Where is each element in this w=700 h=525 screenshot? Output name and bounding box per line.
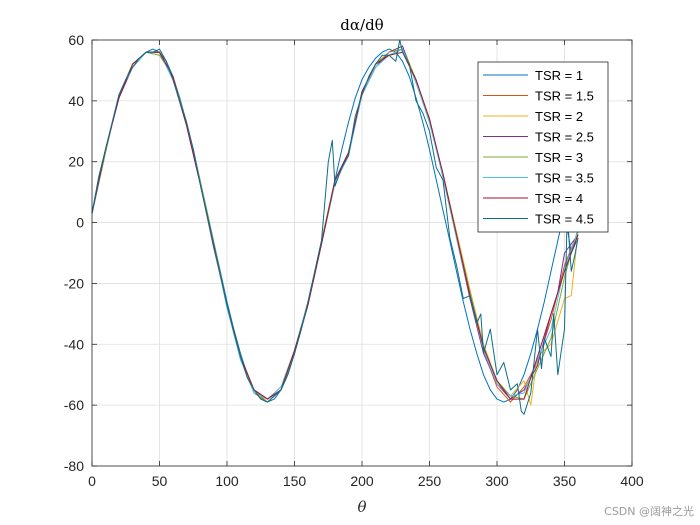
x-tick-label: 150	[283, 473, 307, 489]
chart-title: dα/dθ	[340, 16, 383, 34]
legend-label: TSR = 3	[535, 150, 583, 165]
y-tick-label: 40	[68, 93, 84, 109]
legend-label: TSR = 1.5	[535, 89, 594, 104]
legend: TSR = 1 TSR = 1.5 TSR = 2 TSR = 2.5 TSR = 3 T…	[477, 61, 609, 233]
legend-label: TSR = 2.5	[535, 130, 594, 145]
x-tick-label: 250	[418, 473, 442, 489]
x-axis-title: θ	[357, 498, 366, 516]
x-tick-label: 100	[215, 473, 239, 489]
legend-label: TSR = 4	[535, 191, 583, 206]
x-tick-label: 50	[152, 473, 168, 489]
y-tick-label: -80	[64, 458, 84, 474]
x-tick-label: 300	[485, 473, 509, 489]
y-tick-label: 20	[68, 154, 84, 170]
watermark: CSDN @阔神之光	[604, 505, 694, 518]
legend-box	[477, 61, 609, 233]
axis-ticks: 0 50 100 150 200 250 300 350 400 -80 -60 -40 -20 0 20 4…	[64, 32, 644, 489]
y-tick-label: -40	[64, 336, 84, 352]
y-tick-label: -20	[64, 275, 84, 291]
y-tick-label: -60	[64, 397, 84, 413]
x-tick-label: 0	[88, 473, 96, 489]
x-tick-label: 350	[553, 473, 577, 489]
legend-label: TSR = 1	[535, 68, 583, 83]
legend-label: TSR = 2	[535, 109, 583, 124]
series-lines	[91, 39, 579, 415]
x-tick-label: 200	[350, 473, 374, 489]
y-tick-label: 60	[68, 32, 84, 48]
x-tick-label: 400	[620, 473, 644, 489]
legend-label: TSR = 4.5	[535, 212, 594, 227]
legend-label: TSR = 3.5	[535, 171, 594, 186]
y-tick-label: 0	[76, 215, 84, 231]
series-line-8	[91, 39, 579, 415]
